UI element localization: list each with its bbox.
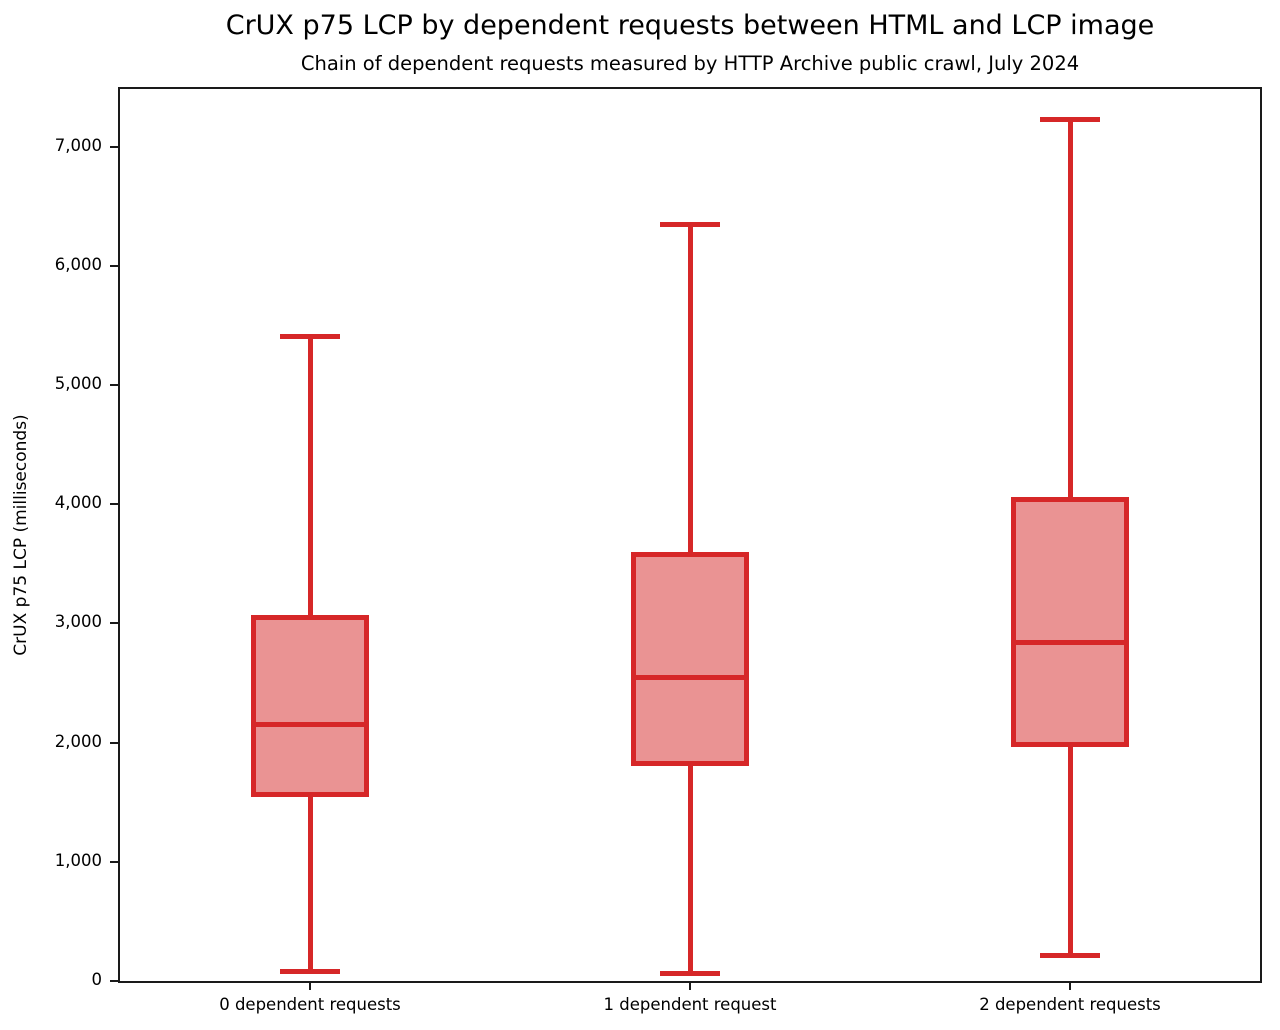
median-line	[251, 722, 369, 728]
y-tick-label: 0	[91, 970, 103, 989]
lower-whisker-line	[1067, 747, 1073, 956]
upper-whisker-line	[687, 224, 693, 552]
y-tick-label: 1,000	[54, 850, 102, 870]
iqr-box	[1011, 497, 1129, 748]
y-tick-mark	[110, 980, 120, 982]
x-tick-mark	[1069, 981, 1071, 990]
lower-whisker-cap	[660, 970, 720, 976]
y-tick-mark	[110, 264, 120, 267]
boxplot-2	[120, 89, 1260, 981]
median-line	[1011, 640, 1129, 645]
upper-whisker-cap	[660, 221, 720, 227]
x-tick-label: 2 dependent requests	[979, 995, 1161, 1014]
chart-subtitle: Chain of dependent requests measured by …	[300, 52, 1080, 75]
lower-whisker-cap	[280, 968, 340, 974]
y-tick-label: 4,000	[54, 493, 102, 513]
upper-whisker-line	[1067, 119, 1073, 498]
lower-whisker-line	[307, 797, 313, 972]
y-tick-mark	[110, 384, 120, 387]
iqr-box	[251, 615, 369, 798]
y-tick-mark	[110, 860, 120, 863]
y-tick-mark	[110, 145, 120, 148]
boxplot-1	[120, 89, 1260, 981]
median-line	[631, 674, 749, 680]
plot-area: 0 1,000 2,000 3,000 4,000 5,000 6,000 7,000 0 de…	[55, 87, 1262, 1014]
y-tick-mark	[110, 741, 120, 744]
x-tick-mark	[689, 981, 691, 990]
y-tick-mark	[110, 622, 120, 625]
x-tick-label: 1 dependent request	[603, 995, 777, 1014]
chart-title: CrUX p75 LCP by dependent requests betwe…	[225, 10, 1155, 41]
y-tick-label: 6,000	[54, 254, 102, 274]
y-tick-label: 5,000	[54, 374, 102, 394]
lower-whisker-line	[687, 766, 693, 974]
x-tick-mark	[309, 981, 311, 990]
y-tick-label: 3,000	[54, 612, 102, 632]
boxplot-0	[120, 89, 1260, 981]
x-tick-label: 0 dependent requests	[219, 995, 401, 1014]
upper-whisker-line	[307, 336, 313, 616]
upper-whisker-cap	[1040, 116, 1100, 122]
y-tick-label: 7,000	[54, 135, 102, 155]
y-tick-label: 2,000	[54, 731, 102, 751]
iqr-box	[631, 551, 749, 767]
lower-whisker-cap	[1040, 952, 1100, 958]
upper-whisker-cap	[280, 333, 340, 339]
y-tick-mark	[110, 503, 120, 506]
